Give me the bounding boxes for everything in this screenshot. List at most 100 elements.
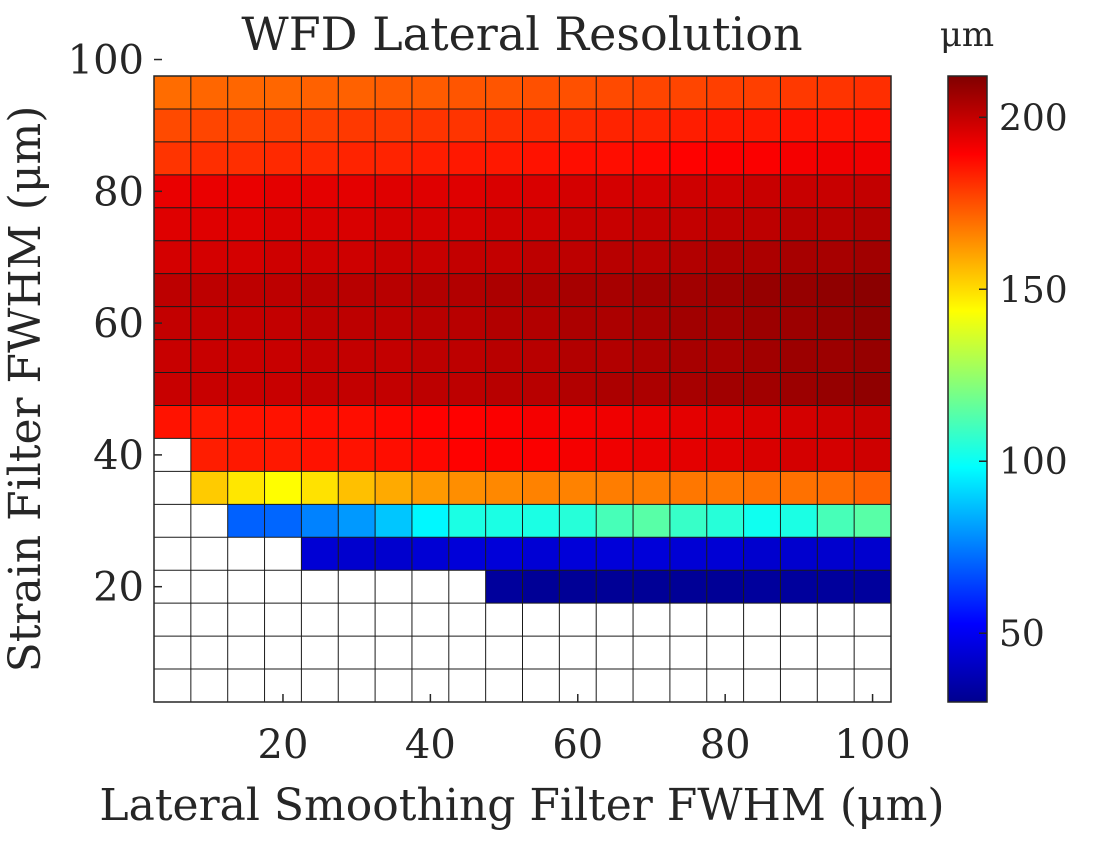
heatmap-cell <box>669 306 707 340</box>
heatmap-cell <box>338 537 376 571</box>
heatmap-cell <box>301 240 339 274</box>
x-tick-label: 80 <box>700 722 751 768</box>
heatmap-cell <box>522 240 560 274</box>
heatmap-cell <box>448 207 486 241</box>
heatmap-cell <box>743 405 781 439</box>
heatmap-cell <box>854 207 891 241</box>
heatmap-cell <box>301 504 339 538</box>
heatmap-cell <box>190 603 228 637</box>
heatmap-cell <box>559 207 597 241</box>
heatmap-cell <box>190 76 228 109</box>
heatmap-cell <box>301 471 339 505</box>
heatmap-cell <box>633 76 670 109</box>
heatmap-cell <box>780 108 818 142</box>
heatmap-cell <box>780 306 818 340</box>
heatmap-cell <box>485 438 523 472</box>
heatmap-cell <box>227 537 265 571</box>
heatmap-cell <box>522 504 560 538</box>
heatmap-cell <box>633 537 670 571</box>
heatmap-cell <box>780 669 818 702</box>
heatmap-cell <box>559 537 597 571</box>
heatmap-cell <box>411 438 449 472</box>
heatmap-cell <box>669 504 707 538</box>
heatmap-cell <box>743 273 781 307</box>
colorbar-tick-label: 150 <box>999 270 1068 311</box>
heatmap-cell <box>227 669 265 702</box>
heatmap-cell <box>190 504 228 538</box>
heatmap-cell <box>706 603 744 637</box>
heatmap-cell <box>411 570 449 604</box>
heatmap-cell <box>780 207 818 241</box>
heatmap-cell <box>596 405 634 439</box>
heatmap-cell <box>411 76 449 109</box>
heatmap-cell <box>375 570 412 604</box>
heatmap-cell <box>338 669 376 702</box>
heatmap-cell <box>669 207 707 241</box>
heatmap-cell <box>706 438 744 472</box>
heatmap-cell <box>301 537 339 571</box>
heatmap-cell <box>301 306 339 340</box>
heatmap-cell <box>522 141 560 175</box>
heatmap-cell <box>375 207 412 241</box>
heatmap-cell <box>375 471 412 505</box>
heatmap-cell <box>190 240 228 274</box>
heatmap-cell <box>338 339 376 373</box>
heatmap-cell <box>227 240 265 274</box>
heatmap-cell <box>301 405 339 439</box>
heatmap-cell <box>338 108 376 142</box>
heatmap-cell <box>485 240 523 274</box>
heatmap-cell <box>264 240 302 274</box>
heatmap-cell <box>411 339 449 373</box>
heatmap-cell <box>190 570 228 604</box>
heatmap-cell <box>485 636 523 670</box>
heatmap-cell <box>190 471 228 505</box>
heatmap-cell <box>559 471 597 505</box>
heatmap-cell <box>227 108 265 142</box>
heatmap-cell <box>854 240 891 274</box>
heatmap-cell <box>522 372 560 406</box>
heatmap-cell <box>669 438 707 472</box>
heatmap-cell <box>633 306 670 340</box>
heatmap-cell <box>854 76 891 109</box>
heatmap-cell <box>706 636 744 670</box>
heatmap-cell <box>669 108 707 142</box>
heatmap-cell <box>854 537 891 571</box>
heatmap-cell <box>411 372 449 406</box>
heatmap-cell <box>596 141 634 175</box>
heatmap-cell <box>817 570 855 604</box>
heatmap-cell <box>301 76 339 109</box>
heatmap-cell <box>154 504 191 538</box>
heatmap-cell <box>706 273 744 307</box>
heatmap-cell <box>264 471 302 505</box>
heatmap-cell <box>227 306 265 340</box>
heatmap-cell <box>854 174 891 208</box>
heatmap-cell <box>522 76 560 109</box>
heatmap-cell <box>154 141 191 175</box>
heatmap-cell <box>190 636 228 670</box>
heatmap-cell <box>596 174 634 208</box>
heatmap-cell <box>743 669 781 702</box>
heatmap-cell <box>780 504 818 538</box>
heatmap-cell <box>485 405 523 439</box>
heatmap-cell <box>338 141 376 175</box>
heatmap-cell <box>522 405 560 439</box>
heatmap-cell <box>633 669 670 702</box>
heatmap-cell <box>817 669 855 702</box>
heatmap-cell <box>448 504 486 538</box>
heatmap-cell <box>817 240 855 274</box>
heatmap-cell <box>633 438 670 472</box>
heatmap-cell <box>780 174 818 208</box>
heatmap-cell <box>301 108 339 142</box>
heatmap-cell <box>596 636 634 670</box>
x-tick-label: 100 <box>834 722 910 768</box>
heatmap-cell <box>669 537 707 571</box>
heatmap-cell <box>780 76 818 109</box>
heatmap-cell <box>154 537 191 571</box>
heatmap-cell <box>669 174 707 208</box>
heatmap-cell <box>522 669 560 702</box>
heatmap-cell <box>154 636 191 670</box>
heatmap-cell <box>633 405 670 439</box>
heatmap-cell <box>411 405 449 439</box>
heatmap-cell <box>448 372 486 406</box>
